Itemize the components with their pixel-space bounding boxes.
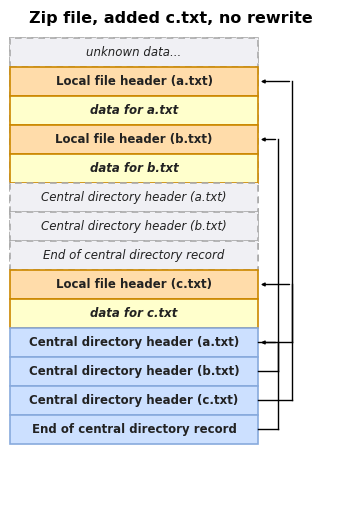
Text: unknown data...: unknown data... (87, 46, 182, 59)
Text: Central directory header (a.txt): Central directory header (a.txt) (41, 191, 227, 204)
Text: Local file header (a.txt): Local file header (a.txt) (55, 75, 212, 88)
Text: Local file header (c.txt): Local file header (c.txt) (56, 278, 212, 291)
Text: data for a.txt: data for a.txt (90, 104, 178, 117)
Text: End of central directory record: End of central directory record (43, 249, 225, 262)
Text: Central directory header (a.txt): Central directory header (a.txt) (29, 336, 239, 349)
Text: Central directory header (c.txt): Central directory header (c.txt) (29, 394, 239, 407)
Text: Central directory header (b.txt): Central directory header (b.txt) (41, 220, 227, 233)
Text: Central directory header (b.txt): Central directory header (b.txt) (29, 365, 239, 378)
Text: Zip file, added c.txt, no rewrite: Zip file, added c.txt, no rewrite (29, 11, 313, 26)
Text: Local file header (b.txt): Local file header (b.txt) (55, 133, 213, 146)
Text: data for c.txt: data for c.txt (90, 307, 178, 320)
Text: End of central directory record: End of central directory record (31, 423, 236, 436)
Text: data for b.txt: data for b.txt (90, 162, 179, 175)
